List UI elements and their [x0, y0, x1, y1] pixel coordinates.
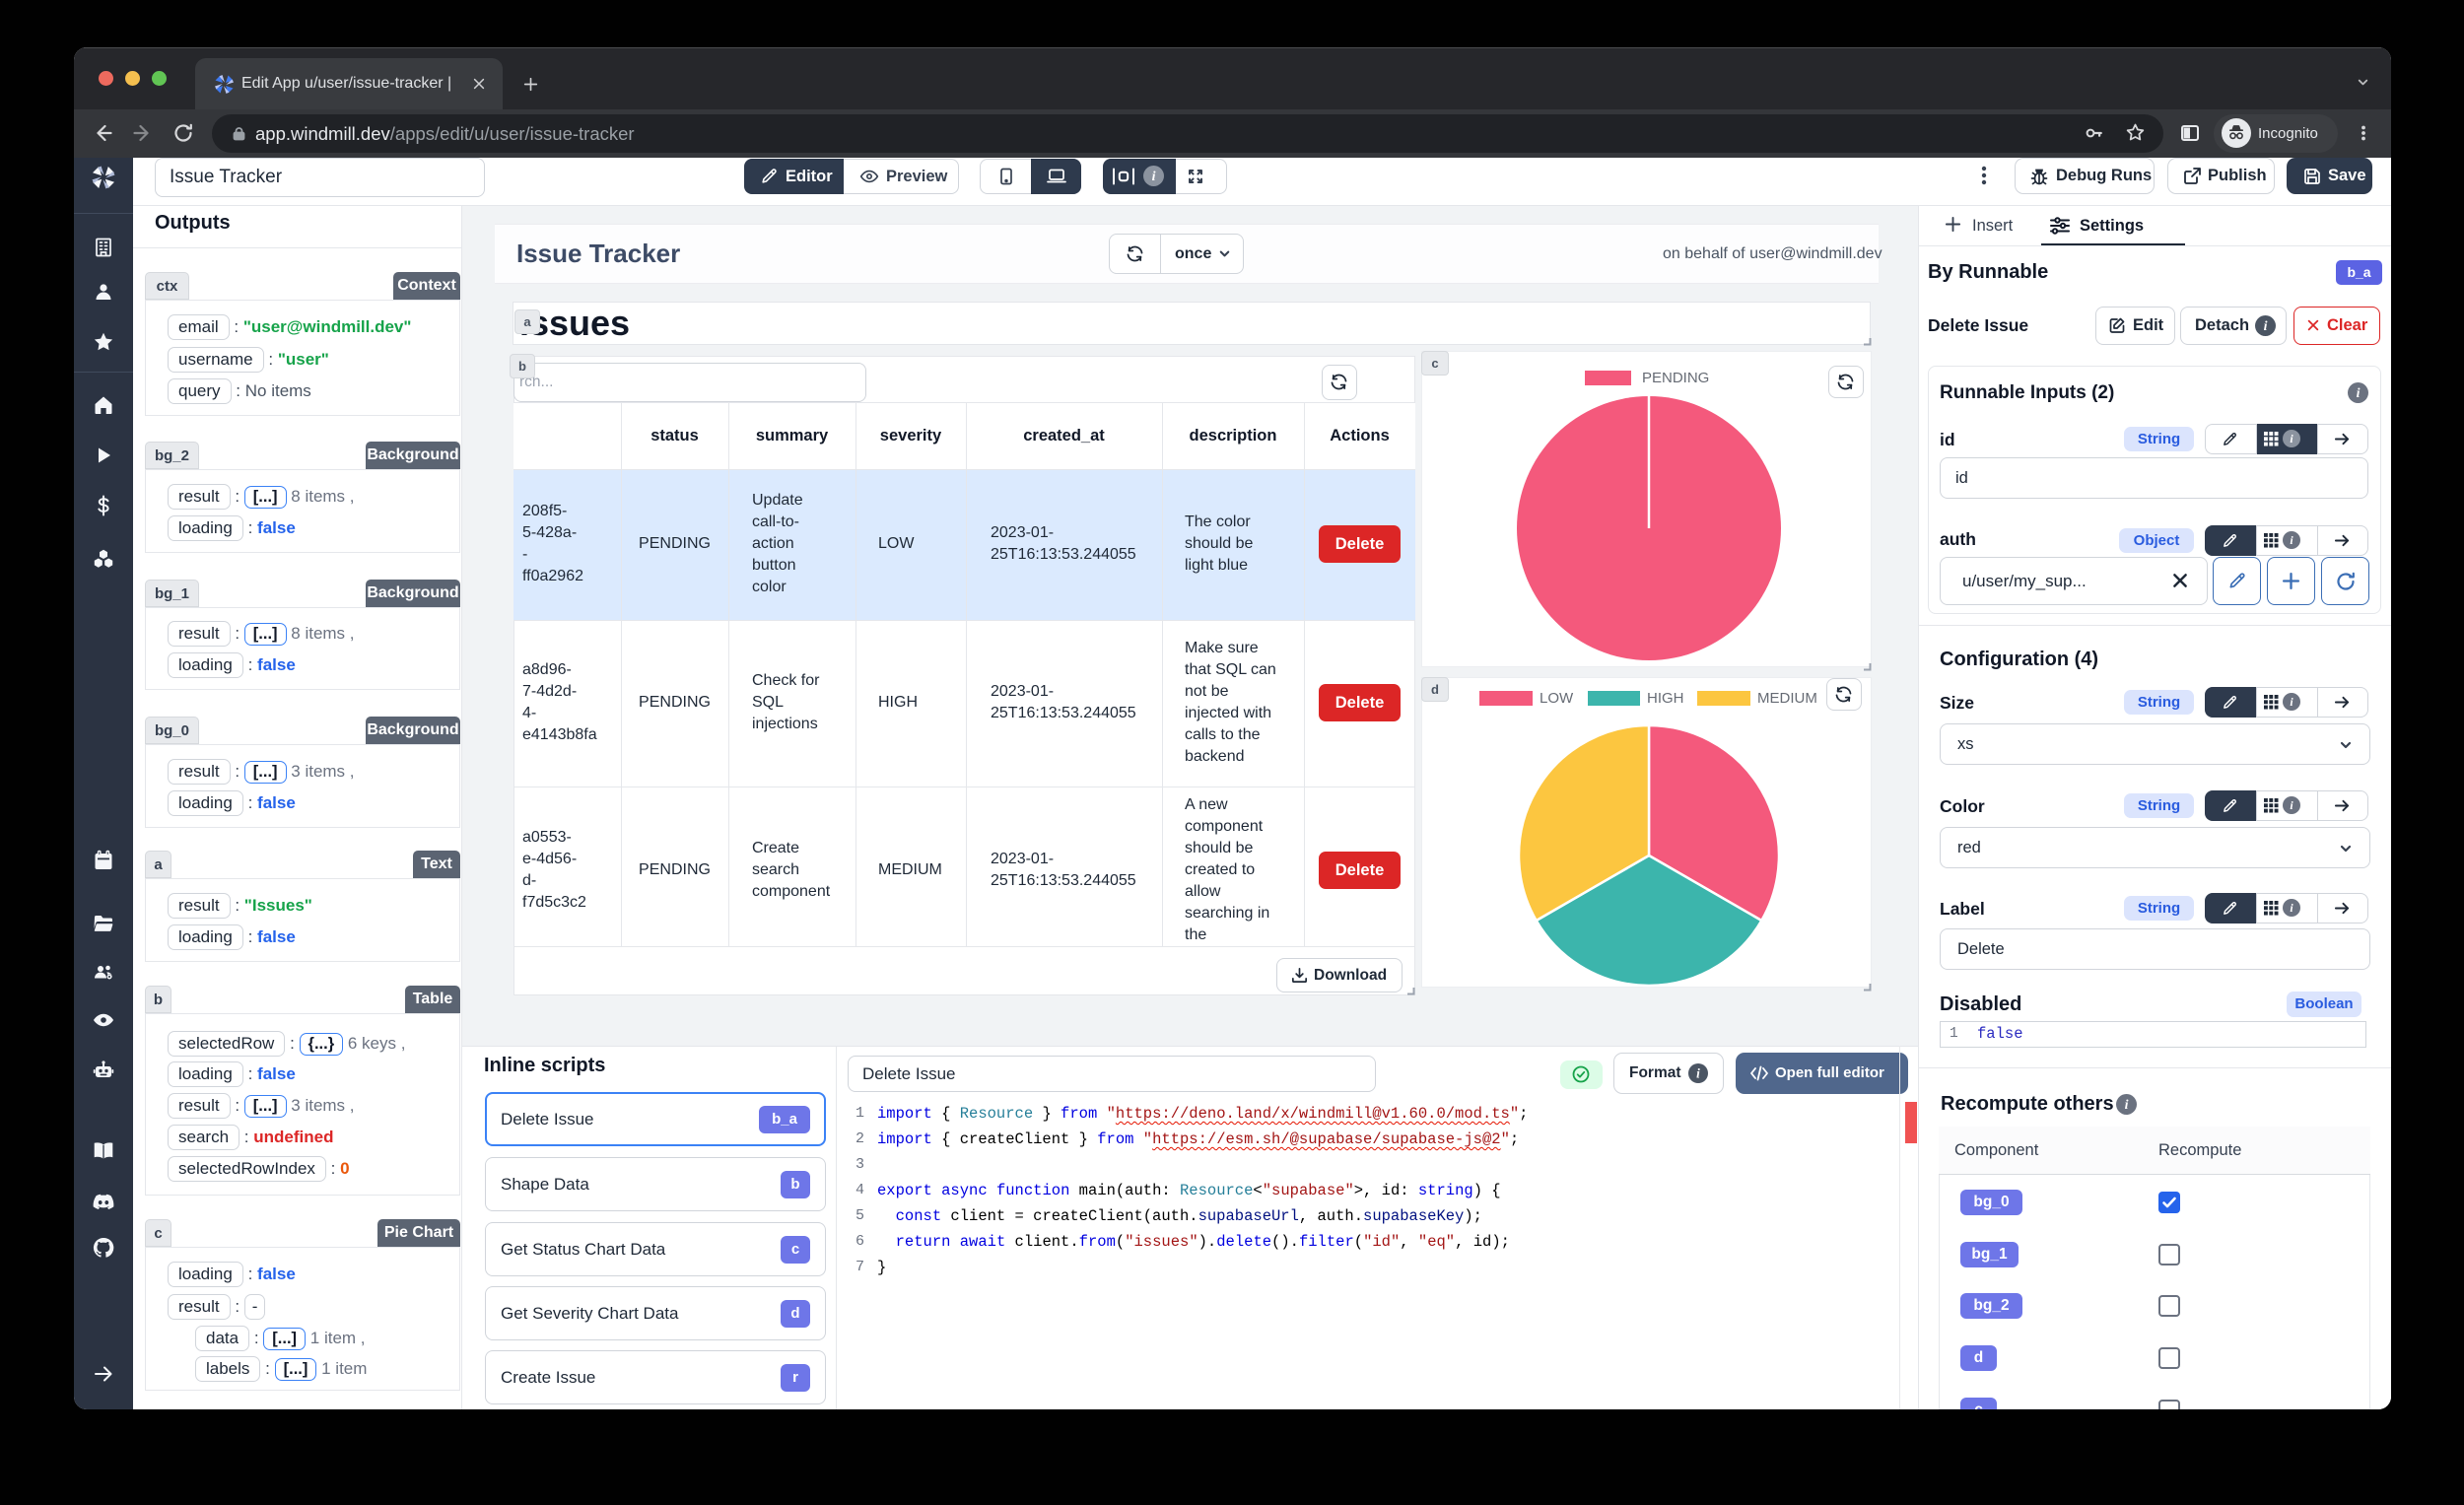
- svg-text:i: i: [1696, 1065, 1700, 1080]
- svg-text:i: i: [2290, 695, 2293, 709]
- svg-text:i: i: [2290, 533, 2293, 547]
- svg-text:i: i: [2290, 798, 2293, 812]
- svg-text:i: i: [2290, 901, 2293, 915]
- svg-text:i: i: [1152, 169, 1156, 183]
- svg-text:i: i: [2357, 385, 2361, 400]
- svg-text:i: i: [2290, 432, 2293, 445]
- svg-text:i: i: [2125, 1097, 2129, 1112]
- svg-text:i: i: [2264, 318, 2268, 333]
